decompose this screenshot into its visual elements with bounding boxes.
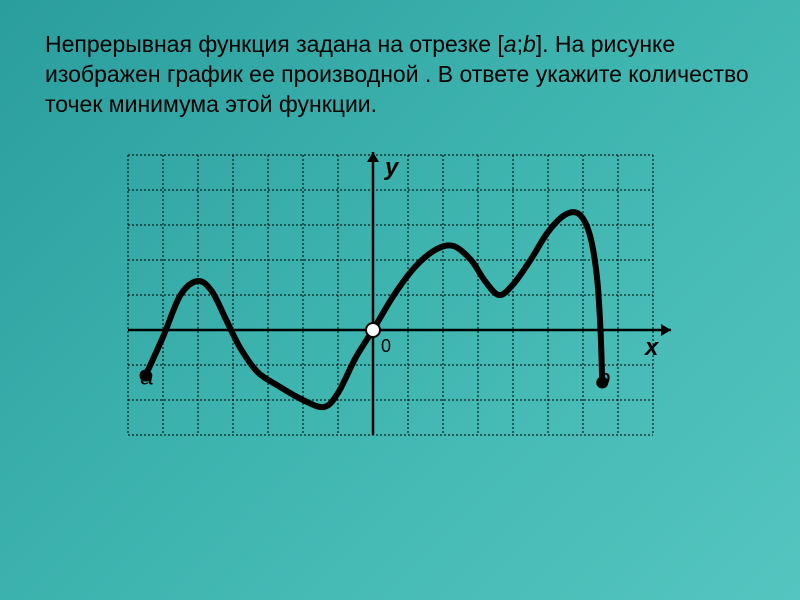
interval-a: a: [504, 31, 517, 57]
text-part-1: Непрерывная функция задана на отрезке [: [45, 31, 504, 57]
chart-container: y x 0 a b: [45, 150, 755, 445]
problem-text: Непрерывная функция задана на отрезке [a…: [45, 30, 755, 120]
x-axis-label: x: [643, 334, 660, 361]
interval-b: b: [523, 31, 536, 57]
axes: [128, 152, 671, 435]
y-axis-label: y: [384, 154, 400, 181]
label-a: a: [140, 363, 153, 390]
derivative-chart: y x 0 a b: [123, 150, 678, 445]
origin-label: 0: [381, 336, 391, 356]
hole-point: [366, 323, 380, 337]
label-b: b: [597, 365, 610, 392]
